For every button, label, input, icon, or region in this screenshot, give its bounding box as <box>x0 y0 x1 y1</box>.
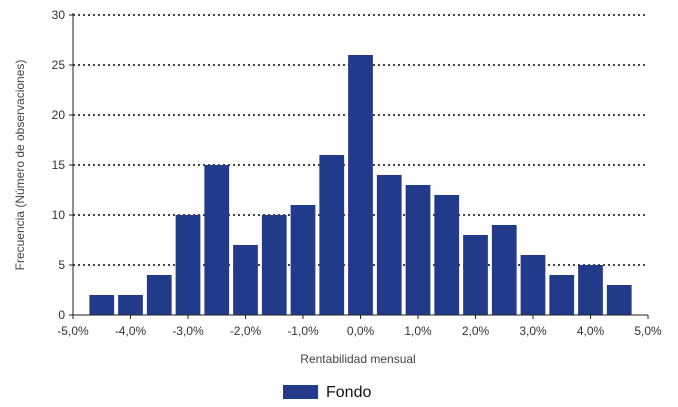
bar <box>262 215 287 315</box>
bar <box>463 235 488 315</box>
x-tick-label: -1,0% <box>287 324 319 338</box>
bar <box>348 55 373 315</box>
y-tick-label: 10 <box>52 208 66 222</box>
y-axis-title: Frecuencia (Número de observaciones) <box>13 60 27 271</box>
legend-swatch <box>283 385 318 399</box>
x-tick-label: 1,0% <box>404 324 432 338</box>
y-tick-label: 0 <box>58 308 65 322</box>
bar <box>204 165 229 315</box>
x-tick-label: 4,0% <box>577 324 605 338</box>
bar <box>291 205 316 315</box>
bars <box>89 55 631 315</box>
x-tick-label: -3,0% <box>172 324 204 338</box>
bar <box>89 295 114 315</box>
bar <box>607 285 632 315</box>
y-tick-label: 15 <box>52 158 66 172</box>
bar <box>233 245 258 315</box>
x-tick-label: -5,0% <box>57 324 89 338</box>
bar <box>406 185 431 315</box>
x-tick-label: 3,0% <box>519 324 547 338</box>
legend-label: Fondo <box>326 384 371 401</box>
legend: Fondo <box>283 384 371 401</box>
bar <box>147 275 172 315</box>
bar <box>549 275 574 315</box>
x-tick-labels: -5,0% -4,0% -3,0% -2,0% -1,0% 0,0% 1,0% 2,0% 3,0… <box>57 324 662 338</box>
y-tick-label: 20 <box>52 108 66 122</box>
bar <box>377 175 402 315</box>
y-tick-label: 30 <box>52 8 66 22</box>
bar <box>176 215 201 315</box>
bar <box>521 255 546 315</box>
x-tick-label: 0,0% <box>347 324 375 338</box>
x-tick-label: -4,0% <box>115 324 147 338</box>
y-tick-labels: 0 5 10 15 20 25 30 <box>52 8 66 322</box>
x-tick-label: 2,0% <box>462 324 490 338</box>
x-tick-label: 5,0% <box>634 324 662 338</box>
y-tick-label: 5 <box>58 258 65 272</box>
bar <box>319 155 344 315</box>
x-tick-label: -2,0% <box>230 324 262 338</box>
y-tick-label: 25 <box>52 58 66 72</box>
bar <box>492 225 517 315</box>
bar <box>578 265 603 315</box>
bar <box>118 295 143 315</box>
bar <box>434 195 459 315</box>
x-axis-title: Rentabilidad mensual <box>300 352 415 366</box>
